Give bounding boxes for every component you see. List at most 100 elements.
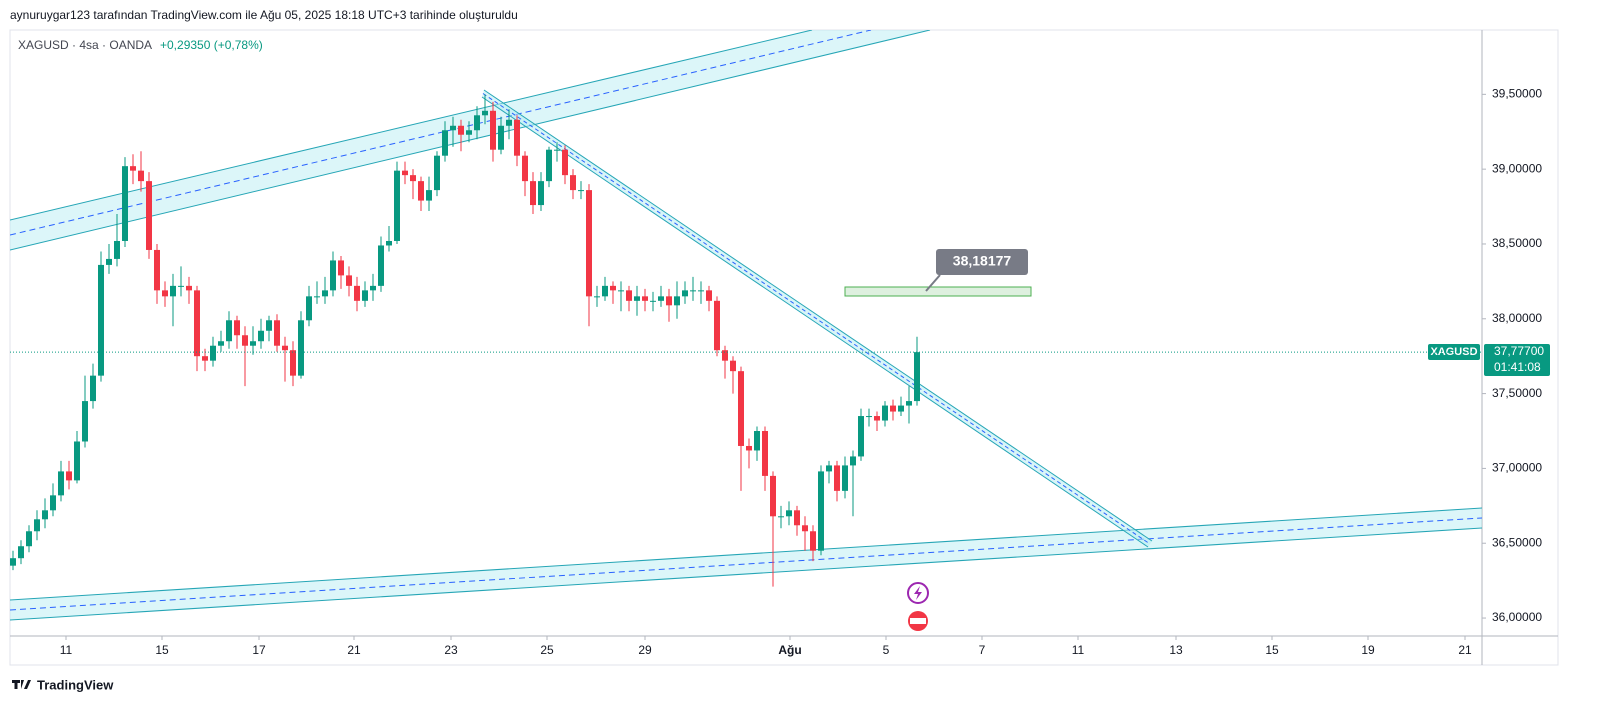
candle-body [914,352,920,402]
candle-body [578,190,584,192]
candle-body [450,125,456,131]
candle-body [834,465,840,491]
candle-body [98,264,104,376]
y-tick-label: 38,50000 [1492,236,1542,250]
candle-body [18,546,24,559]
x-tick-label: 15 [155,643,169,657]
candle-body [34,519,40,532]
y-tick-label: 39,00000 [1492,161,1542,175]
candle-body [258,330,264,342]
candle-body [322,290,328,297]
logo[interactable]: TradingView [37,677,114,692]
candle-body [482,110,488,116]
candle-body [290,350,296,376]
trend-line [481,96,1149,548]
candle-body [514,119,520,156]
candle-body [458,125,464,135]
candle-body [26,531,32,547]
last-price: 37,77700 [1494,344,1544,358]
x-tick-label: 7 [979,643,986,657]
candle-body [682,290,688,297]
candles [10,94,920,587]
candle-body [362,290,368,301]
candle-body [714,300,720,351]
candle-body [738,371,744,446]
x-tick-label: 17 [252,643,266,657]
annotation: 38,18177 [953,253,1012,269]
candle-body [810,531,816,551]
candle-body [666,296,672,306]
symbol-line: XAGUSD · 4sa · OANDA [18,38,152,52]
x-tick-label: 15 [1265,643,1279,657]
candle-body [850,456,856,466]
logo-mark [12,680,31,689]
candle-body [730,360,736,372]
candle-body [826,465,832,472]
candle-body [74,441,80,481]
candle-body [226,320,232,342]
candle-body [698,290,704,292]
candle-body [498,125,504,150]
trend-line [483,89,1153,542]
change: +0,29350 (+0,78%) [160,38,263,52]
candle-body [114,240,120,259]
candle-body [410,175,416,182]
candle-body [754,431,760,451]
candle-body [778,516,784,518]
zone-box [844,286,1032,297]
x-tick-label: 25 [540,643,554,657]
candle-body [330,260,336,291]
candle-body [842,465,848,491]
candle-body [418,181,424,201]
candle-body [618,290,624,292]
candle-body [874,416,880,421]
y-tick-label: 37,50000 [1492,386,1542,400]
candle-body [130,166,136,171]
x-tick-label: 19 [1361,643,1375,657]
candle-body [386,240,392,246]
candle-body [546,149,552,182]
candle-body [106,258,112,265]
candle-body [314,296,320,298]
candle-body [346,275,352,286]
candle-body [266,320,272,331]
candle-body [354,285,360,301]
candle-body [866,416,872,418]
channel-mid [10,30,872,236]
x-tick-label: 13 [1169,643,1183,657]
x-tick-label: 11 [1072,643,1085,657]
candle-body [138,170,144,182]
candle-body [906,401,912,406]
candle-body [626,290,632,301]
candle-body [602,285,608,297]
candle-body [722,350,728,361]
x-tick-label: 11 [60,643,73,657]
candle-body [338,260,344,276]
candle-body [490,110,496,150]
candle-body [402,170,408,176]
candle-body [522,155,528,182]
annotation-box [936,249,1028,275]
x-tick-label: 21 [347,643,361,657]
candle-body [474,115,480,131]
candle-body [394,170,400,241]
created-by: aynuruygar123 tarafından TradingView.com… [10,8,518,22]
x-tick-label: 5 [883,643,890,657]
candle-body [370,285,376,291]
channel-mid [10,517,1482,611]
candle-body [306,296,312,321]
last-price-box [1484,344,1550,376]
channel-line [10,30,813,221]
candle-body [506,119,512,126]
candle-body [442,130,448,156]
countdown: 01:41:08 [1494,360,1541,374]
candle-body [634,296,640,301]
channel-line [10,30,931,251]
candle-body [562,149,568,176]
y-tick-label: 38,00000 [1492,311,1542,325]
candle-body [802,525,808,532]
candle-body [234,320,240,336]
candle-body [882,405,888,421]
candle-body [282,345,288,351]
candle-body [210,345,216,361]
